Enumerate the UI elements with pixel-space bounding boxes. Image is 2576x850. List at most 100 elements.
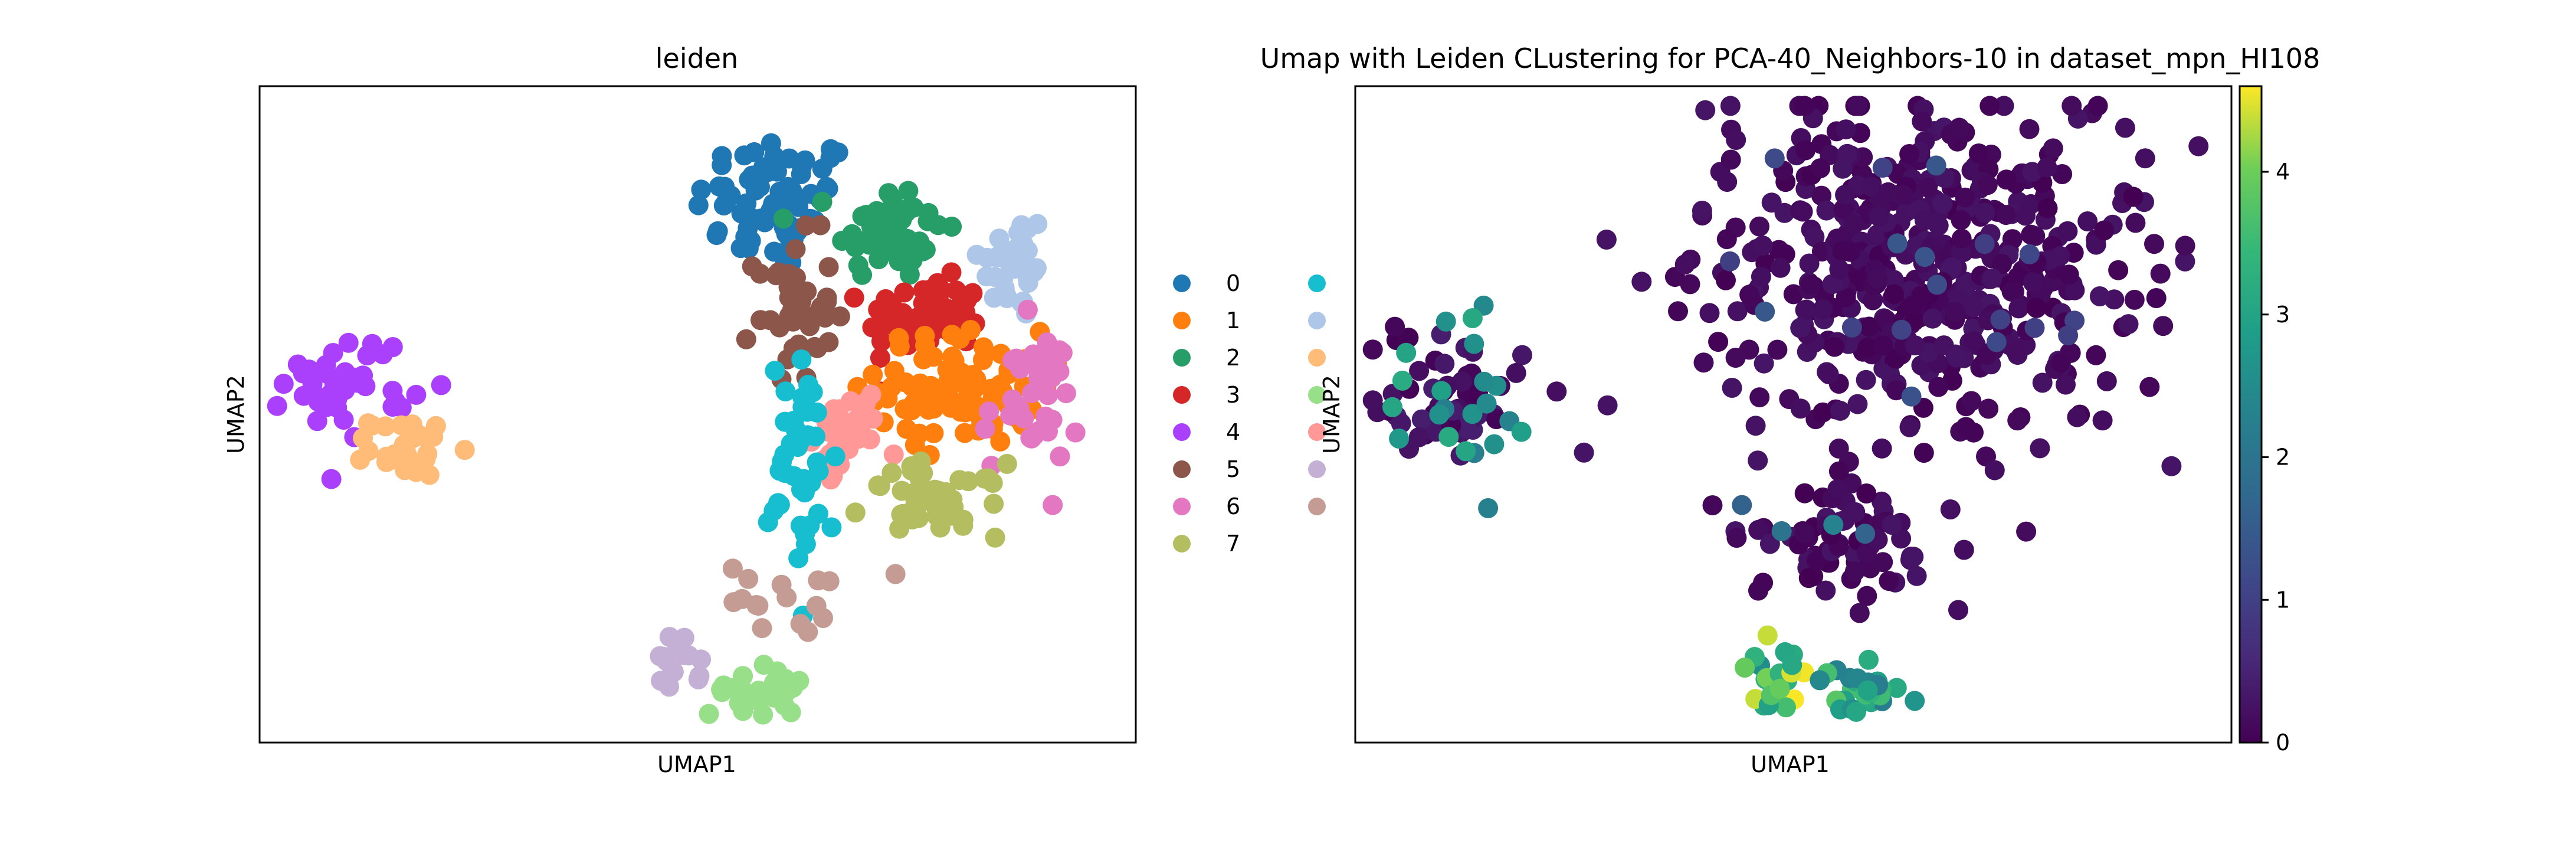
data-point — [1752, 236, 1773, 256]
legend-marker — [1173, 535, 1191, 552]
data-point — [454, 440, 475, 460]
data-point — [766, 265, 786, 286]
data-point — [1882, 515, 1902, 535]
leiden-panel: leiden UMAP1 UMAP2 0 1 2 3 4 5 6 7 — [223, 42, 1326, 777]
panel1-points — [267, 133, 1086, 725]
data-point — [807, 402, 827, 423]
data-point — [760, 310, 781, 331]
data-point — [2024, 318, 2045, 338]
data-point — [852, 264, 873, 285]
data-point — [1932, 193, 1953, 214]
data-point — [335, 372, 356, 393]
data-point — [742, 208, 762, 228]
data-point — [1725, 348, 1746, 368]
data-point — [1887, 233, 1908, 254]
data-point — [1927, 274, 1948, 295]
data-point — [1835, 185, 1856, 205]
data-point — [879, 183, 899, 204]
data-point — [372, 344, 393, 365]
data-point — [773, 208, 794, 229]
data-point — [808, 570, 828, 591]
data-point — [915, 326, 935, 346]
data-point — [2077, 211, 2098, 231]
data-point — [1799, 253, 1820, 274]
data-point — [2094, 220, 2115, 241]
data-point — [391, 397, 412, 418]
data-point — [1928, 215, 1949, 236]
legend-marker — [1173, 498, 1191, 515]
data-point — [1749, 216, 1769, 237]
data-point — [2092, 410, 2113, 431]
data-point — [767, 161, 787, 182]
data-point — [1748, 519, 1769, 540]
panel1-ylabel: UMAP2 — [223, 375, 249, 454]
data-point — [807, 452, 827, 473]
data-point — [1389, 429, 1410, 449]
data-point — [942, 217, 962, 237]
data-point — [928, 289, 949, 309]
data-point — [1434, 354, 1455, 374]
data-point — [1702, 495, 1723, 515]
data-point — [2135, 148, 2155, 169]
data-point — [1796, 299, 1817, 320]
data-point — [1847, 394, 1868, 414]
data-point — [650, 646, 670, 666]
data-point — [1849, 603, 1870, 623]
data-point — [861, 384, 881, 405]
panel2-title: Umap with Leiden CLustering for PCA-40_N… — [1260, 42, 2321, 74]
data-point — [997, 453, 1017, 474]
data-point — [985, 378, 1005, 398]
data-point — [1833, 158, 1853, 179]
data-point — [1436, 311, 1456, 332]
data-point — [2175, 236, 2195, 256]
data-point — [1748, 580, 1768, 601]
data-point — [966, 244, 987, 265]
legend-label: 5 — [1226, 456, 1240, 482]
data-point — [2023, 272, 2043, 293]
data-point — [1869, 206, 1889, 227]
data-point — [1990, 309, 2011, 330]
colorbar-tick-label: 0 — [2276, 730, 2290, 756]
data-point — [879, 241, 899, 261]
data-point — [1915, 247, 1935, 267]
data-point — [1946, 347, 1967, 368]
data-point — [1836, 119, 1856, 140]
data-point — [1408, 427, 1429, 447]
data-point — [1674, 254, 1695, 275]
data-point — [902, 483, 923, 504]
panel1-legend: 0 1 2 3 4 5 6 7 — [1173, 270, 1326, 557]
data-point — [1794, 523, 1815, 543]
data-point — [651, 671, 671, 691]
data-point — [1385, 316, 1405, 337]
data-point — [870, 476, 890, 496]
data-point — [1859, 316, 1879, 337]
data-point — [1792, 201, 1813, 222]
data-point — [790, 515, 811, 536]
data-point — [812, 158, 833, 179]
data-point — [901, 456, 922, 476]
data-point — [1699, 303, 1720, 323]
data-point — [1038, 385, 1058, 406]
colorbar-tick-label: 2 — [2276, 444, 2290, 470]
panel1-title: leiden — [656, 42, 739, 74]
data-point — [674, 627, 694, 648]
data-point — [2050, 352, 2071, 373]
data-point — [1886, 380, 1906, 401]
legend-label: 2 — [1226, 345, 1240, 371]
data-point — [1396, 342, 1417, 363]
data-point — [1828, 438, 1849, 459]
data-point — [1716, 270, 1736, 290]
data-point — [2096, 371, 2117, 391]
data-point — [1945, 302, 1965, 322]
data-point — [2019, 244, 2040, 264]
data-point — [1940, 499, 1961, 519]
data-point — [1827, 479, 1848, 499]
data-point — [734, 145, 755, 166]
data-point — [1857, 338, 1878, 358]
data-point — [923, 423, 944, 443]
data-point — [982, 473, 1003, 493]
legend-marker — [1308, 312, 1326, 329]
data-point — [769, 494, 790, 515]
data-point — [973, 337, 994, 358]
data-point — [1478, 498, 1499, 518]
